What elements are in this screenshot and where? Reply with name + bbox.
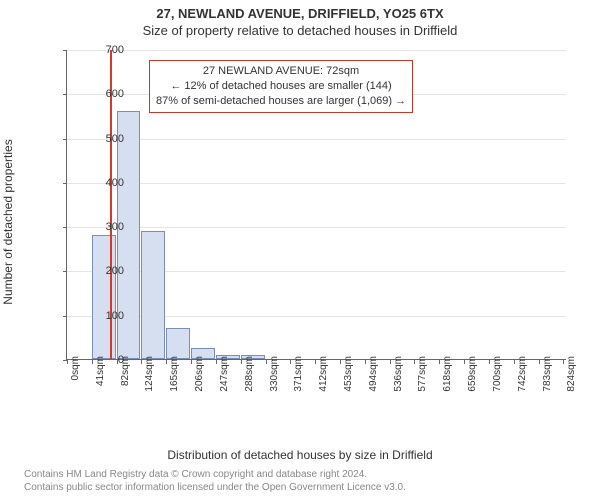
- legend-box: 27 NEWLAND AVENUE: 72sqm← 12% of detache…: [149, 60, 413, 113]
- x-tick-label: 165sqm: [169, 356, 180, 392]
- x-tick-label: 659sqm: [467, 356, 478, 392]
- y-tick-label: 100: [84, 310, 124, 322]
- bar: [117, 111, 141, 359]
- x-tick-mark: [340, 360, 341, 364]
- x-tick-label: 371sqm: [293, 356, 304, 392]
- x-tick-label: 618sqm: [442, 356, 453, 392]
- x-tick-mark: [216, 360, 217, 364]
- legend-line: 27 NEWLAND AVENUE: 72sqm: [156, 64, 406, 79]
- plot-area: 27 NEWLAND AVENUE: 72sqm← 12% of detache…: [66, 50, 566, 360]
- x-tick-label: 330sqm: [269, 356, 280, 392]
- x-tick-label: 41sqm: [95, 356, 106, 386]
- x-tick-label: 577sqm: [417, 356, 428, 392]
- y-tick-label: 700: [84, 44, 124, 56]
- x-tick-mark: [563, 360, 564, 364]
- y-tick-label: 400: [84, 177, 124, 189]
- footer-line: Contains public sector information licen…: [24, 481, 406, 494]
- gridline: [67, 227, 566, 228]
- x-tick-mark: [365, 360, 366, 364]
- footer-line: Contains HM Land Registry data © Crown c…: [24, 468, 406, 481]
- bar: [166, 328, 190, 359]
- page-subtitle: Size of property relative to detached ho…: [0, 21, 600, 42]
- y-tick-label: 600: [84, 88, 124, 100]
- x-tick-label: 824sqm: [566, 356, 577, 392]
- x-tick-label: 82sqm: [120, 356, 131, 386]
- chart-container: Number of detached properties 27 NEWLAND…: [20, 42, 580, 402]
- x-tick-label: 536sqm: [393, 356, 404, 392]
- legend-line: 87% of semi-detached houses are larger (…: [156, 94, 406, 109]
- x-tick-mark: [191, 360, 192, 364]
- x-tick-mark: [514, 360, 515, 364]
- y-tick-mark: [63, 316, 67, 317]
- x-tick-label: 412sqm: [318, 356, 329, 392]
- x-tick-label: 288sqm: [244, 356, 255, 392]
- y-tick-label: 300: [84, 221, 124, 233]
- x-tick-label: 700sqm: [492, 356, 503, 392]
- x-tick-mark: [539, 360, 540, 364]
- x-tick-mark: [241, 360, 242, 364]
- y-tick-mark: [63, 94, 67, 95]
- x-tick-label: 494sqm: [368, 356, 379, 392]
- y-tick-label: 500: [84, 133, 124, 145]
- gridline: [67, 139, 566, 140]
- x-tick-label: 124sqm: [144, 356, 155, 392]
- x-tick-mark: [414, 360, 415, 364]
- x-tick-mark: [464, 360, 465, 364]
- x-tick-label: 742sqm: [517, 356, 528, 392]
- legend-line: ← 12% of detached houses are smaller (14…: [156, 79, 406, 94]
- x-tick-mark: [290, 360, 291, 364]
- y-tick-mark: [63, 271, 67, 272]
- y-axis-label: Number of detached properties: [1, 139, 15, 304]
- y-tick-mark: [63, 50, 67, 51]
- y-tick-mark: [63, 139, 67, 140]
- x-tick-label: 247sqm: [219, 356, 230, 392]
- y-tick-label: 200: [84, 265, 124, 277]
- x-tick-mark: [141, 360, 142, 364]
- gridline: [67, 50, 566, 51]
- x-tick-mark: [166, 360, 167, 364]
- x-tick-mark: [390, 360, 391, 364]
- x-tick-mark: [266, 360, 267, 364]
- x-tick-mark: [489, 360, 490, 364]
- y-tick-mark: [63, 227, 67, 228]
- x-tick-mark: [67, 360, 68, 364]
- bar: [141, 231, 165, 359]
- x-tick-label: 0sqm: [70, 356, 81, 380]
- gridline: [67, 183, 566, 184]
- y-tick-mark: [63, 183, 67, 184]
- x-tick-label: 453sqm: [343, 356, 354, 392]
- x-axis-label: Distribution of detached houses by size …: [0, 448, 600, 462]
- x-tick-mark: [315, 360, 316, 364]
- x-tick-mark: [439, 360, 440, 364]
- x-tick-label: 783sqm: [542, 356, 553, 392]
- page-title: 27, NEWLAND AVENUE, DRIFFIELD, YO25 6TX: [0, 0, 600, 21]
- footer-attribution: Contains HM Land Registry data © Crown c…: [24, 468, 406, 494]
- x-tick-label: 206sqm: [194, 356, 205, 392]
